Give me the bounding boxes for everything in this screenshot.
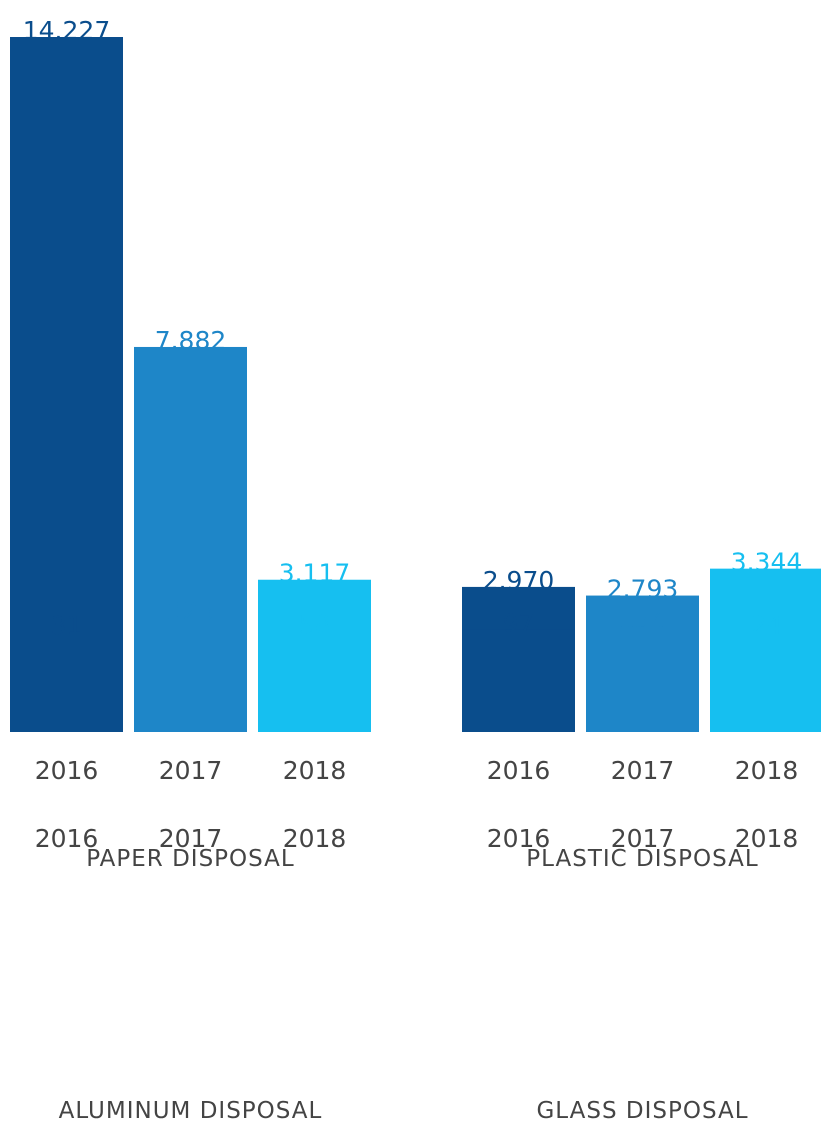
value-label: 31: [51, 611, 83, 640]
x-tick-label: 2016: [35, 756, 99, 785]
x-tick-label: 2018: [735, 756, 799, 785]
value-label: 24: [751, 611, 783, 640]
bar: [134, 618, 247, 634]
value-label: 2.793: [607, 575, 679, 604]
value-label: 2.970: [483, 566, 555, 595]
bar: [134, 346, 247, 732]
bar: [258, 631, 371, 634]
bar: [258, 579, 371, 732]
value-label: 154: [619, 605, 667, 634]
chart-title: GLASS DISPOSAL: [536, 1098, 748, 1124]
chart-title: PLASTIC DISPOSAL: [526, 846, 758, 872]
bar: [462, 629, 575, 634]
chart-title: ALUMINUM DISPOSAL: [59, 1098, 323, 1124]
x-tick-label: 2016: [35, 824, 99, 853]
bar: [710, 632, 821, 634]
bar: [586, 626, 699, 634]
x-tick-label: 2018: [283, 756, 347, 785]
x-tick-label: 2017: [611, 824, 675, 853]
bar: [462, 586, 575, 732]
x-tick-label: 2018: [735, 824, 799, 853]
bar: [10, 37, 123, 732]
x-tick-label: 2017: [159, 756, 223, 785]
x-tick-label: 2017: [611, 756, 675, 785]
bar: [710, 568, 821, 732]
bar: [10, 632, 123, 634]
x-tick-label: 2018: [283, 824, 347, 853]
value-label: 3.344: [731, 548, 803, 577]
x-tick-label: 2017: [159, 824, 223, 853]
x-tick-label: 2016: [487, 824, 551, 853]
bar: [586, 595, 699, 732]
value-label: 323: [167, 597, 215, 626]
value-label: 58: [299, 610, 331, 639]
value-label: 14.227: [23, 16, 110, 45]
value-label: 97: [503, 608, 535, 637]
x-tick-label: 2016: [487, 756, 551, 785]
value-label: 7.882: [155, 326, 227, 355]
chart-title: PAPER DISPOSAL: [86, 846, 294, 872]
value-label: 3.117: [279, 559, 351, 588]
